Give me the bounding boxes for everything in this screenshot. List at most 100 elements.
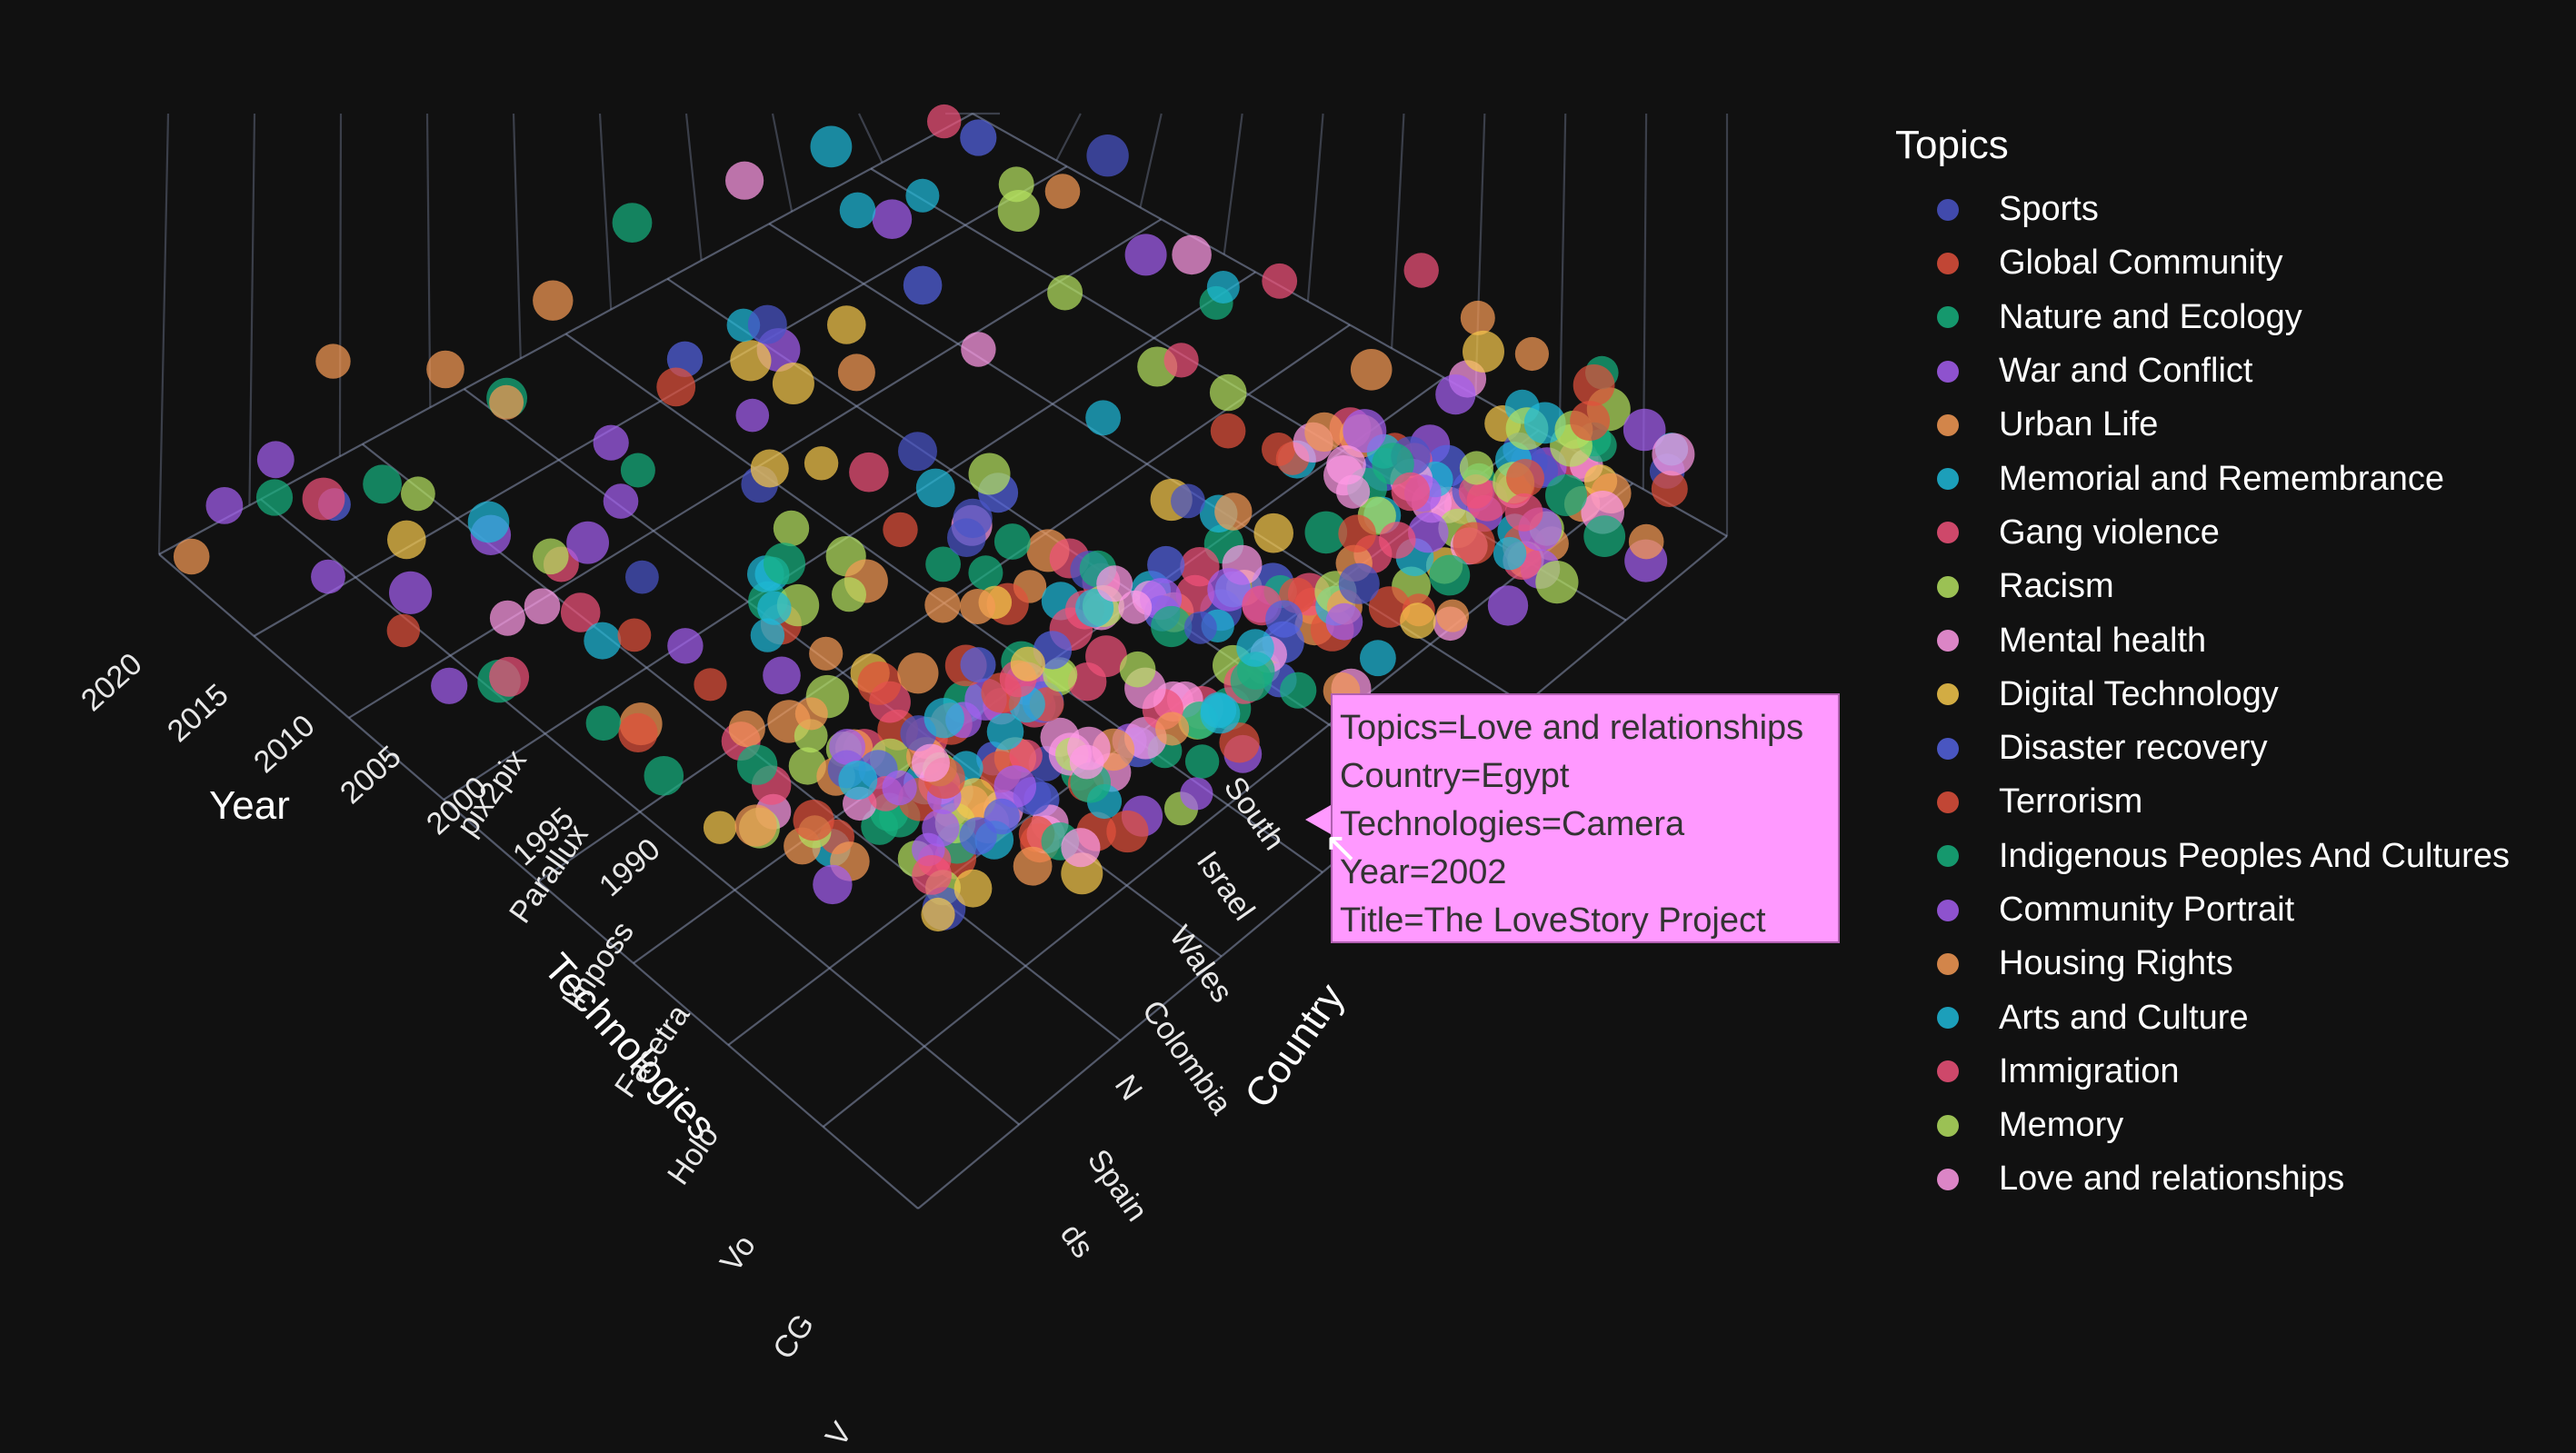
legend-item[interactable]: Immigration — [1895, 1045, 2510, 1099]
data-point[interactable] — [924, 698, 964, 739]
data-point[interactable] — [618, 712, 658, 753]
data-point[interactable] — [1207, 568, 1251, 612]
data-point[interactable] — [489, 384, 524, 420]
data-point[interactable] — [1343, 409, 1387, 453]
data-point[interactable] — [363, 464, 402, 504]
data-point[interactable] — [1119, 651, 1156, 688]
data-point[interactable] — [593, 424, 629, 461]
data-point[interactable] — [993, 765, 1036, 808]
data-point[interactable] — [656, 367, 696, 407]
data-point[interactable] — [925, 546, 961, 582]
data-point[interactable] — [1085, 400, 1121, 436]
legend-item[interactable]: Racism — [1895, 560, 2510, 613]
data-point[interactable] — [1069, 744, 1104, 780]
data-point[interactable] — [1262, 263, 1298, 299]
data-point[interactable] — [1652, 433, 1695, 476]
data-point[interactable] — [1514, 336, 1549, 372]
data-point[interactable] — [1047, 274, 1083, 311]
data-point[interactable] — [1304, 412, 1344, 453]
data-point[interactable] — [1206, 271, 1240, 304]
legend-item[interactable]: Terrorism — [1895, 775, 2510, 829]
data-point[interactable] — [1545, 474, 1587, 516]
data-point[interactable] — [839, 192, 876, 229]
data-point[interactable] — [585, 705, 622, 741]
data-point[interactable] — [1280, 672, 1317, 709]
data-point[interactable] — [1628, 523, 1664, 560]
legend-item[interactable]: Community Portrait — [1895, 883, 2510, 937]
data-point[interactable] — [1338, 562, 1380, 604]
data-point[interactable] — [1622, 408, 1666, 452]
data-point[interactable] — [960, 119, 997, 156]
data-point[interactable] — [1163, 343, 1199, 378]
data-point[interactable] — [311, 559, 345, 594]
scene-3d[interactable] — [0, 0, 2576, 1343]
data-point[interactable] — [750, 449, 789, 488]
data-point[interactable] — [912, 855, 952, 895]
data-point[interactable] — [1326, 445, 1366, 485]
data-point[interactable] — [1453, 522, 1495, 564]
data-point[interactable] — [431, 667, 468, 704]
data-point[interactable] — [1360, 640, 1396, 677]
data-point[interactable] — [1403, 253, 1439, 288]
data-point[interactable] — [584, 622, 622, 660]
data-point[interactable] — [1436, 599, 1470, 632]
legend-item[interactable]: Urban Life — [1895, 398, 2510, 452]
data-point[interactable] — [793, 800, 834, 841]
data-point[interactable] — [832, 577, 866, 612]
data-point[interactable] — [255, 479, 294, 516]
data-point[interactable] — [924, 587, 961, 623]
data-point[interactable] — [302, 477, 345, 521]
data-point[interactable] — [1651, 471, 1688, 507]
legend-item[interactable]: Indigenous Peoples And Cultures — [1895, 830, 2510, 883]
data-point[interactable] — [1506, 459, 1544, 497]
data-point[interactable] — [960, 589, 995, 624]
data-point[interactable] — [757, 591, 792, 625]
data-point[interactable] — [1435, 374, 1476, 415]
data-point[interactable] — [728, 710, 765, 748]
data-point[interactable] — [1459, 451, 1493, 485]
legend-item[interactable]: Love and relationships — [1895, 1152, 2510, 1206]
data-point[interactable] — [857, 662, 902, 705]
data-point[interactable] — [603, 483, 639, 519]
data-point[interactable] — [560, 592, 601, 632]
legend-item[interactable]: Memorial and Remembrance — [1895, 452, 2510, 505]
data-point[interactable] — [620, 453, 655, 488]
data-point[interactable] — [898, 432, 937, 472]
data-point[interactable] — [1214, 493, 1253, 531]
data-point[interactable] — [1570, 401, 1611, 442]
data-point[interactable] — [735, 398, 770, 433]
legend-item[interactable]: War and Conflict — [1895, 344, 2510, 398]
legend-item[interactable]: Gang violence — [1895, 506, 2510, 560]
data-point[interactable] — [1171, 483, 1205, 519]
data-point[interactable] — [315, 343, 351, 379]
data-point[interactable] — [763, 656, 801, 695]
data-point[interactable] — [1068, 662, 1107, 702]
data-point[interactable] — [612, 203, 653, 243]
data-point[interactable] — [1010, 646, 1045, 682]
data-point[interactable] — [1013, 846, 1053, 886]
data-point[interactable] — [960, 647, 996, 683]
data-point[interactable] — [1338, 514, 1376, 552]
data-point[interactable] — [968, 453, 1011, 495]
data-point[interactable] — [1535, 561, 1579, 604]
data-point[interactable] — [1061, 828, 1101, 868]
data-point[interactable] — [810, 125, 853, 168]
data-point[interactable] — [794, 697, 828, 731]
data-point[interactable] — [747, 304, 787, 344]
data-point[interactable] — [386, 613, 420, 648]
data-point[interactable] — [1210, 413, 1246, 449]
data-point[interactable] — [694, 668, 727, 702]
data-point[interactable] — [389, 571, 433, 614]
data-point[interactable] — [625, 560, 659, 594]
data-point[interactable] — [968, 555, 1003, 591]
data-point[interactable] — [829, 729, 865, 765]
data-point[interactable] — [533, 280, 574, 321]
data-point[interactable] — [915, 468, 955, 508]
data-point[interactable] — [703, 811, 737, 844]
data-point[interactable] — [725, 161, 764, 200]
data-point[interactable] — [1460, 300, 1495, 335]
data-point[interactable] — [205, 487, 244, 524]
data-point[interactable] — [566, 521, 609, 564]
data-point[interactable] — [1183, 611, 1217, 644]
data-point[interactable] — [1236, 629, 1274, 667]
